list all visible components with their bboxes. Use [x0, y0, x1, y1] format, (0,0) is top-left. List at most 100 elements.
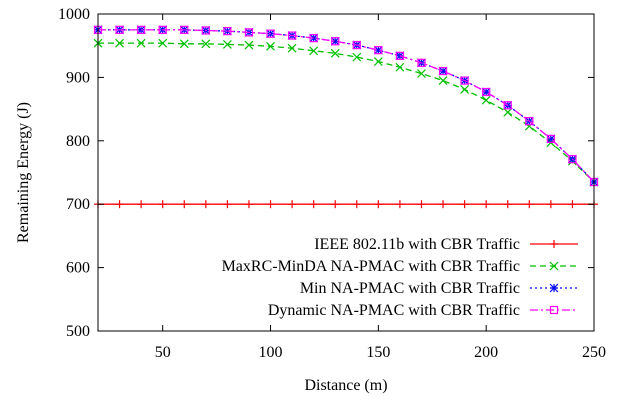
data-point: [568, 200, 577, 209]
data-point: [503, 200, 512, 209]
y-tick-label: 700: [66, 196, 90, 213]
y-tick-label: 600: [66, 260, 90, 277]
legend: IEEE 802.11b with CBR Traffic MaxRC-MinDA…: [222, 236, 578, 319]
legend-label: Dynamic NA-PMAC with CBR Traffic: [268, 302, 520, 319]
data-point: [201, 200, 210, 209]
data-point: [481, 87, 491, 97]
y-axis-title: Remaining Energy (J): [15, 102, 32, 243]
data-point: [137, 25, 146, 34]
series-2: [93, 38, 599, 187]
data-point: [525, 200, 534, 209]
data-point: [309, 46, 319, 56]
data-point: [417, 69, 426, 79]
data-point: [374, 200, 383, 209]
data-point: [266, 41, 275, 51]
y-tick-label: 800: [66, 133, 90, 150]
legend-swatch-marker: [550, 240, 558, 248]
data-point: [460, 76, 469, 85]
legend-label: IEEE 802.11b with CBR Traffic: [314, 236, 520, 253]
data-point: [395, 51, 405, 60]
data-point: [417, 200, 426, 209]
data-point: [438, 66, 448, 76]
data-point: [438, 66, 448, 76]
data-point: [115, 38, 124, 48]
data-point: [115, 25, 124, 34]
data-point: [244, 40, 254, 50]
x-tick-label: 150: [366, 344, 390, 361]
data-point: [503, 107, 513, 117]
data-point: [244, 200, 253, 209]
y-tick-label: 900: [66, 69, 90, 86]
x-tick-label: 250: [582, 344, 606, 361]
data-point: [373, 45, 383, 55]
series-layer: [93, 25, 599, 209]
data-point: [417, 58, 426, 67]
data-point: [373, 57, 383, 66]
data-point: [374, 46, 383, 55]
data-point: [136, 38, 146, 48]
legend-swatch-marker: [549, 283, 559, 293]
data-point: [568, 155, 577, 164]
data-point: [460, 85, 470, 94]
data-point: [201, 26, 210, 35]
y-tick-label: 1000: [58, 6, 90, 23]
data-point: [438, 76, 448, 85]
data-point: [244, 28, 254, 37]
series-line: [98, 42, 595, 183]
data-point: [309, 33, 318, 43]
data-point: [179, 39, 189, 49]
data-point: [352, 52, 362, 62]
legend-label: Min NA-PMAC with CBR Traffic: [300, 280, 520, 297]
x-tick-label: 100: [259, 344, 283, 361]
data-point: [158, 25, 167, 34]
data-point: [460, 200, 469, 209]
data-point: [352, 40, 361, 50]
series-1: [94, 200, 598, 209]
x-tick-label: 50: [155, 344, 171, 361]
data-point: [158, 200, 167, 209]
legend-swatch-marker: [549, 305, 559, 315]
legend-entry: Dynamic NA-PMAC with CBR Traffic: [268, 302, 578, 319]
data-point: [115, 200, 124, 209]
data-point: [330, 48, 340, 58]
data-point: [439, 200, 448, 209]
data-point: [503, 101, 512, 110]
data-point: [546, 200, 555, 209]
legend-entry: IEEE 802.11b with CBR Traffic: [314, 236, 578, 253]
data-point: [158, 38, 168, 48]
data-point: [137, 200, 146, 209]
data-point: [287, 43, 297, 53]
data-point: [266, 200, 275, 209]
data-point: [546, 134, 555, 143]
data-point: [309, 200, 318, 209]
data-point: [180, 25, 189, 34]
data-point: [482, 87, 491, 97]
data-point: [180, 200, 189, 209]
series-4: [93, 25, 599, 187]
data-point: [481, 95, 491, 105]
data-point: [223, 200, 232, 209]
data-point: [266, 29, 275, 38]
x-axis-title: Distance (m): [304, 377, 387, 394]
data-point: [352, 200, 361, 209]
data-point: [331, 200, 340, 209]
data-point: [223, 27, 232, 36]
axes-layer: 500 600 700 800 900 1000 50 100 150 200 250: [58, 6, 606, 361]
data-point: [525, 117, 534, 126]
x-tick-label: 200: [474, 344, 498, 361]
data-point: [482, 200, 491, 209]
data-point: [395, 200, 404, 209]
plot-frame: [97, 13, 595, 332]
legend-entry: MaxRC-MinDA NA-PMAC with CBR Traffic: [222, 258, 578, 275]
y-tick-label: 500: [66, 323, 90, 340]
data-point: [331, 37, 340, 46]
data-point: [395, 62, 405, 72]
data-point: [287, 31, 297, 40]
data-point: [288, 200, 297, 209]
legend-swatch-marker: [549, 261, 559, 271]
data-point: [222, 40, 232, 49]
data-point: [201, 39, 211, 49]
legend-label: MaxRC-MinDA NA-PMAC with CBR Traffic: [222, 258, 520, 275]
